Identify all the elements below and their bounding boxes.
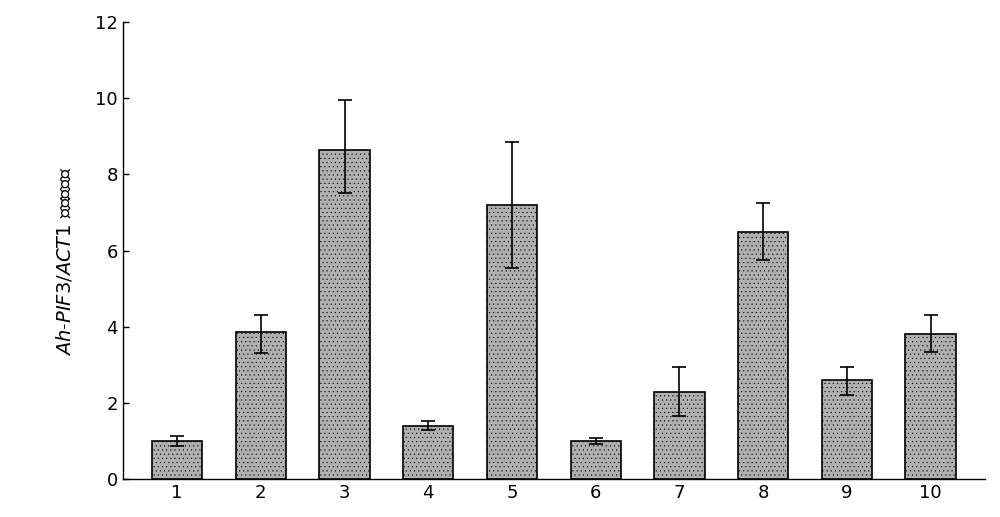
Bar	[319, 149, 370, 479]
Bar	[236, 332, 286, 479]
Bar	[822, 380, 872, 479]
Bar	[738, 232, 788, 479]
Bar	[403, 426, 453, 479]
Bar	[905, 334, 956, 479]
Bar	[152, 441, 202, 479]
Text: $\it{Ah}$-$\it{PIF3}$/$\it{ACT1}$ 的相对表达: $\it{Ah}$-$\it{PIF3}$/$\it{ACT1}$ 的相对表达	[55, 166, 75, 356]
Bar	[571, 441, 621, 479]
Bar	[654, 391, 705, 479]
Bar	[487, 205, 537, 479]
